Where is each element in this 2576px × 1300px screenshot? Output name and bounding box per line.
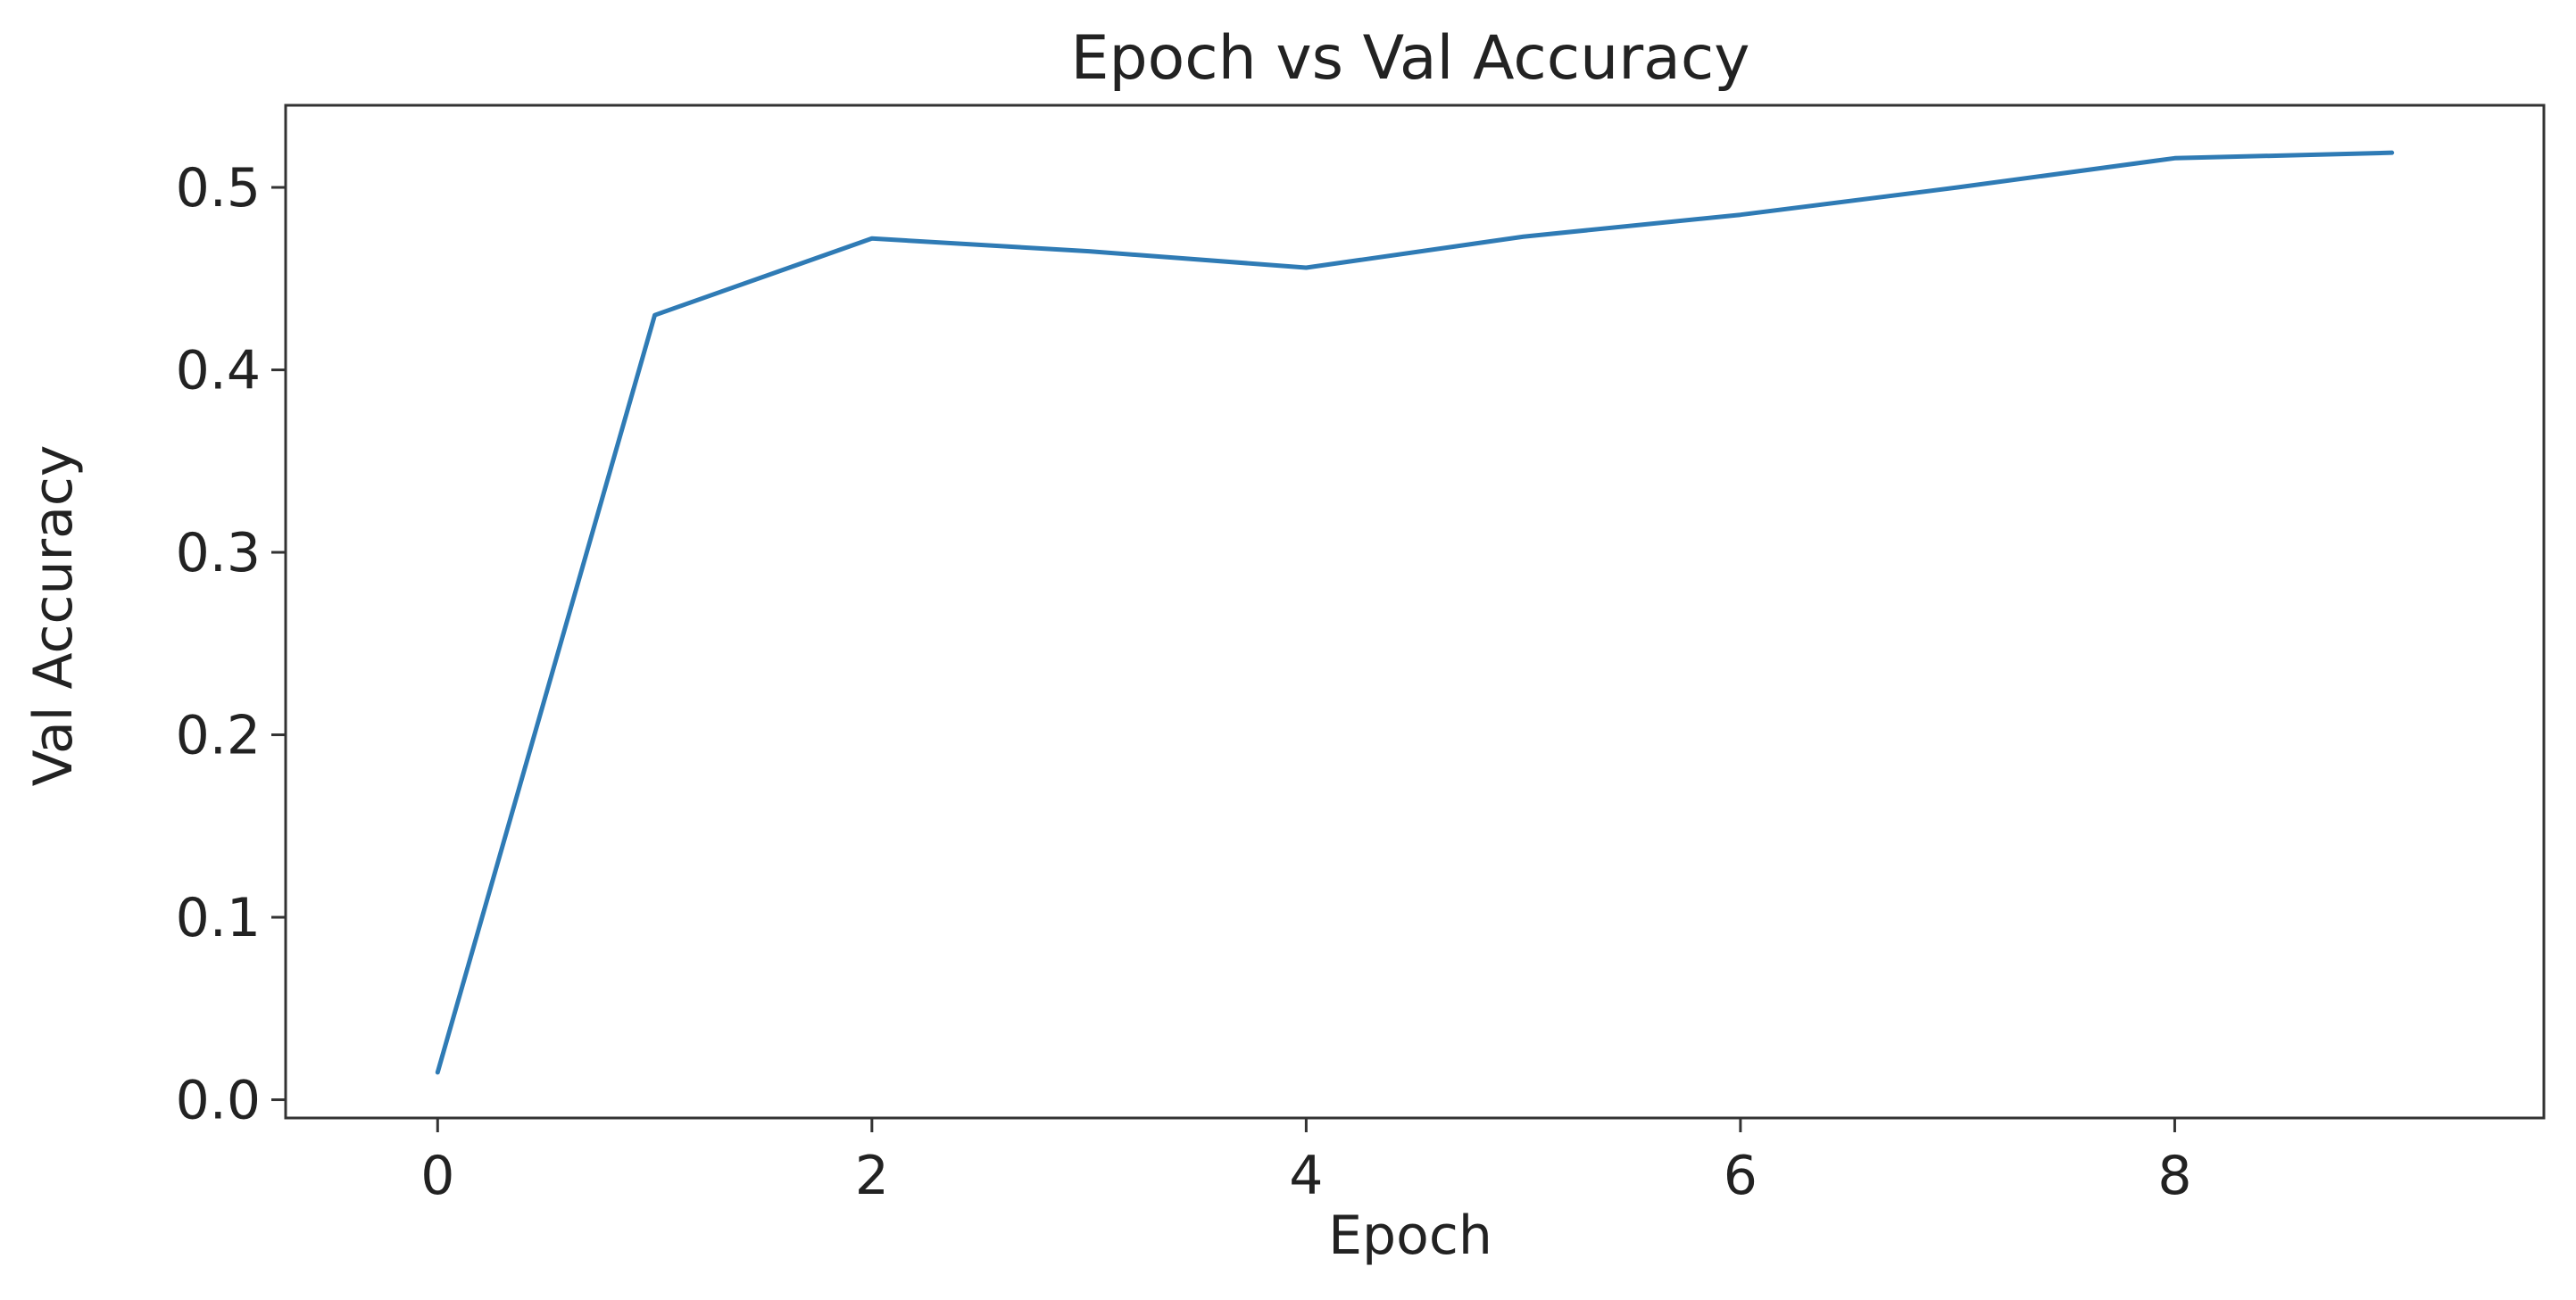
- y-tick-label: 0.0: [176, 1070, 261, 1132]
- x-tick-label: 4: [1289, 1145, 1323, 1207]
- y-tick-label: 0.1: [176, 887, 261, 949]
- axes-frame: [284, 104, 2546, 1120]
- x-axis-ticks: 0 2 4 6 8: [420, 1118, 2192, 1207]
- x-tick-label: 8: [2157, 1145, 2191, 1207]
- y-tick-label: 0.2: [176, 705, 261, 767]
- y-tick-label: 0.3: [176, 522, 261, 584]
- series-layer: [435, 150, 2395, 1075]
- x-tick-label: 0: [420, 1145, 454, 1207]
- x-axis-label: Epoch: [1328, 1205, 1492, 1267]
- y-axis-ticks: 0.0 0.1 0.2 0.3 0.4 0.5: [176, 157, 286, 1132]
- plot-area: [284, 104, 2546, 1120]
- y-axis-label: Val Accuracy: [22, 445, 85, 787]
- y-tick-label: 0.5: [176, 157, 261, 219]
- series-line: [435, 150, 2395, 1075]
- x-tick-label: 6: [1724, 1145, 1757, 1207]
- chart-title: Epoch vs Val Accuracy: [1071, 23, 1750, 94]
- y-tick-label: 0.4: [176, 340, 261, 402]
- x-tick-label: 2: [855, 1145, 889, 1207]
